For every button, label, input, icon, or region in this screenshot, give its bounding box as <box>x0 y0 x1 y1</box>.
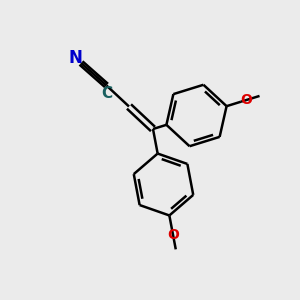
Text: C: C <box>101 85 113 100</box>
Text: O: O <box>167 228 179 242</box>
Text: N: N <box>69 49 82 67</box>
Text: O: O <box>240 93 252 107</box>
